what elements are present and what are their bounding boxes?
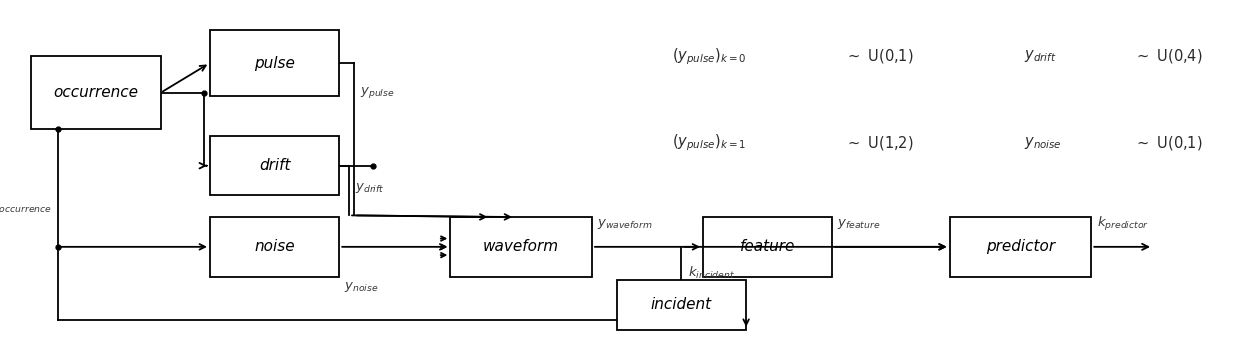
FancyBboxPatch shape: [950, 217, 1092, 276]
Text: noise: noise: [254, 239, 294, 254]
Text: $y_{drift}$: $y_{drift}$: [355, 181, 385, 195]
FancyBboxPatch shape: [450, 217, 593, 276]
Text: occurrence: occurrence: [53, 85, 138, 100]
FancyBboxPatch shape: [31, 56, 161, 129]
Text: predictor: predictor: [986, 239, 1055, 254]
Text: $\sim$ U(0,1): $\sim$ U(0,1): [1135, 134, 1203, 151]
FancyBboxPatch shape: [210, 136, 340, 195]
Text: incident: incident: [650, 297, 712, 312]
Text: $y_{drift}$: $y_{drift}$: [1024, 48, 1055, 64]
Text: $\sim$ U(0,4): $\sim$ U(0,4): [1135, 47, 1203, 65]
FancyBboxPatch shape: [210, 217, 340, 276]
Text: feature: feature: [740, 239, 795, 254]
Text: $y_{feature}$: $y_{feature}$: [838, 217, 881, 231]
FancyBboxPatch shape: [703, 217, 833, 276]
Text: $y_{waveform}$: $y_{waveform}$: [598, 217, 653, 231]
Text: drift: drift: [259, 158, 291, 173]
Text: $k_{occurrence}$: $k_{occurrence}$: [0, 199, 52, 215]
Text: $(y_{pulse})_{k=1}$: $(y_{pulse})_{k=1}$: [672, 132, 746, 153]
FancyBboxPatch shape: [616, 280, 746, 330]
Text: $y_{noise}$: $y_{noise}$: [1024, 135, 1062, 150]
Text: $\sim$ U(1,2): $\sim$ U(1,2): [845, 134, 913, 151]
FancyBboxPatch shape: [210, 30, 340, 96]
Text: $k_{incident}$: $k_{incident}$: [688, 265, 735, 282]
Text: waveform: waveform: [483, 239, 560, 254]
Text: $k_{predictor}$: $k_{predictor}$: [1097, 215, 1150, 233]
Text: pulse: pulse: [254, 55, 294, 71]
Text: $y_{pulse}$: $y_{pulse}$: [360, 85, 395, 100]
Text: $y_{noise}$: $y_{noise}$: [345, 280, 379, 294]
Text: $(y_{pulse})_{k=0}$: $(y_{pulse})_{k=0}$: [672, 46, 746, 67]
Text: $\sim$ U(0,1): $\sim$ U(0,1): [845, 47, 913, 65]
